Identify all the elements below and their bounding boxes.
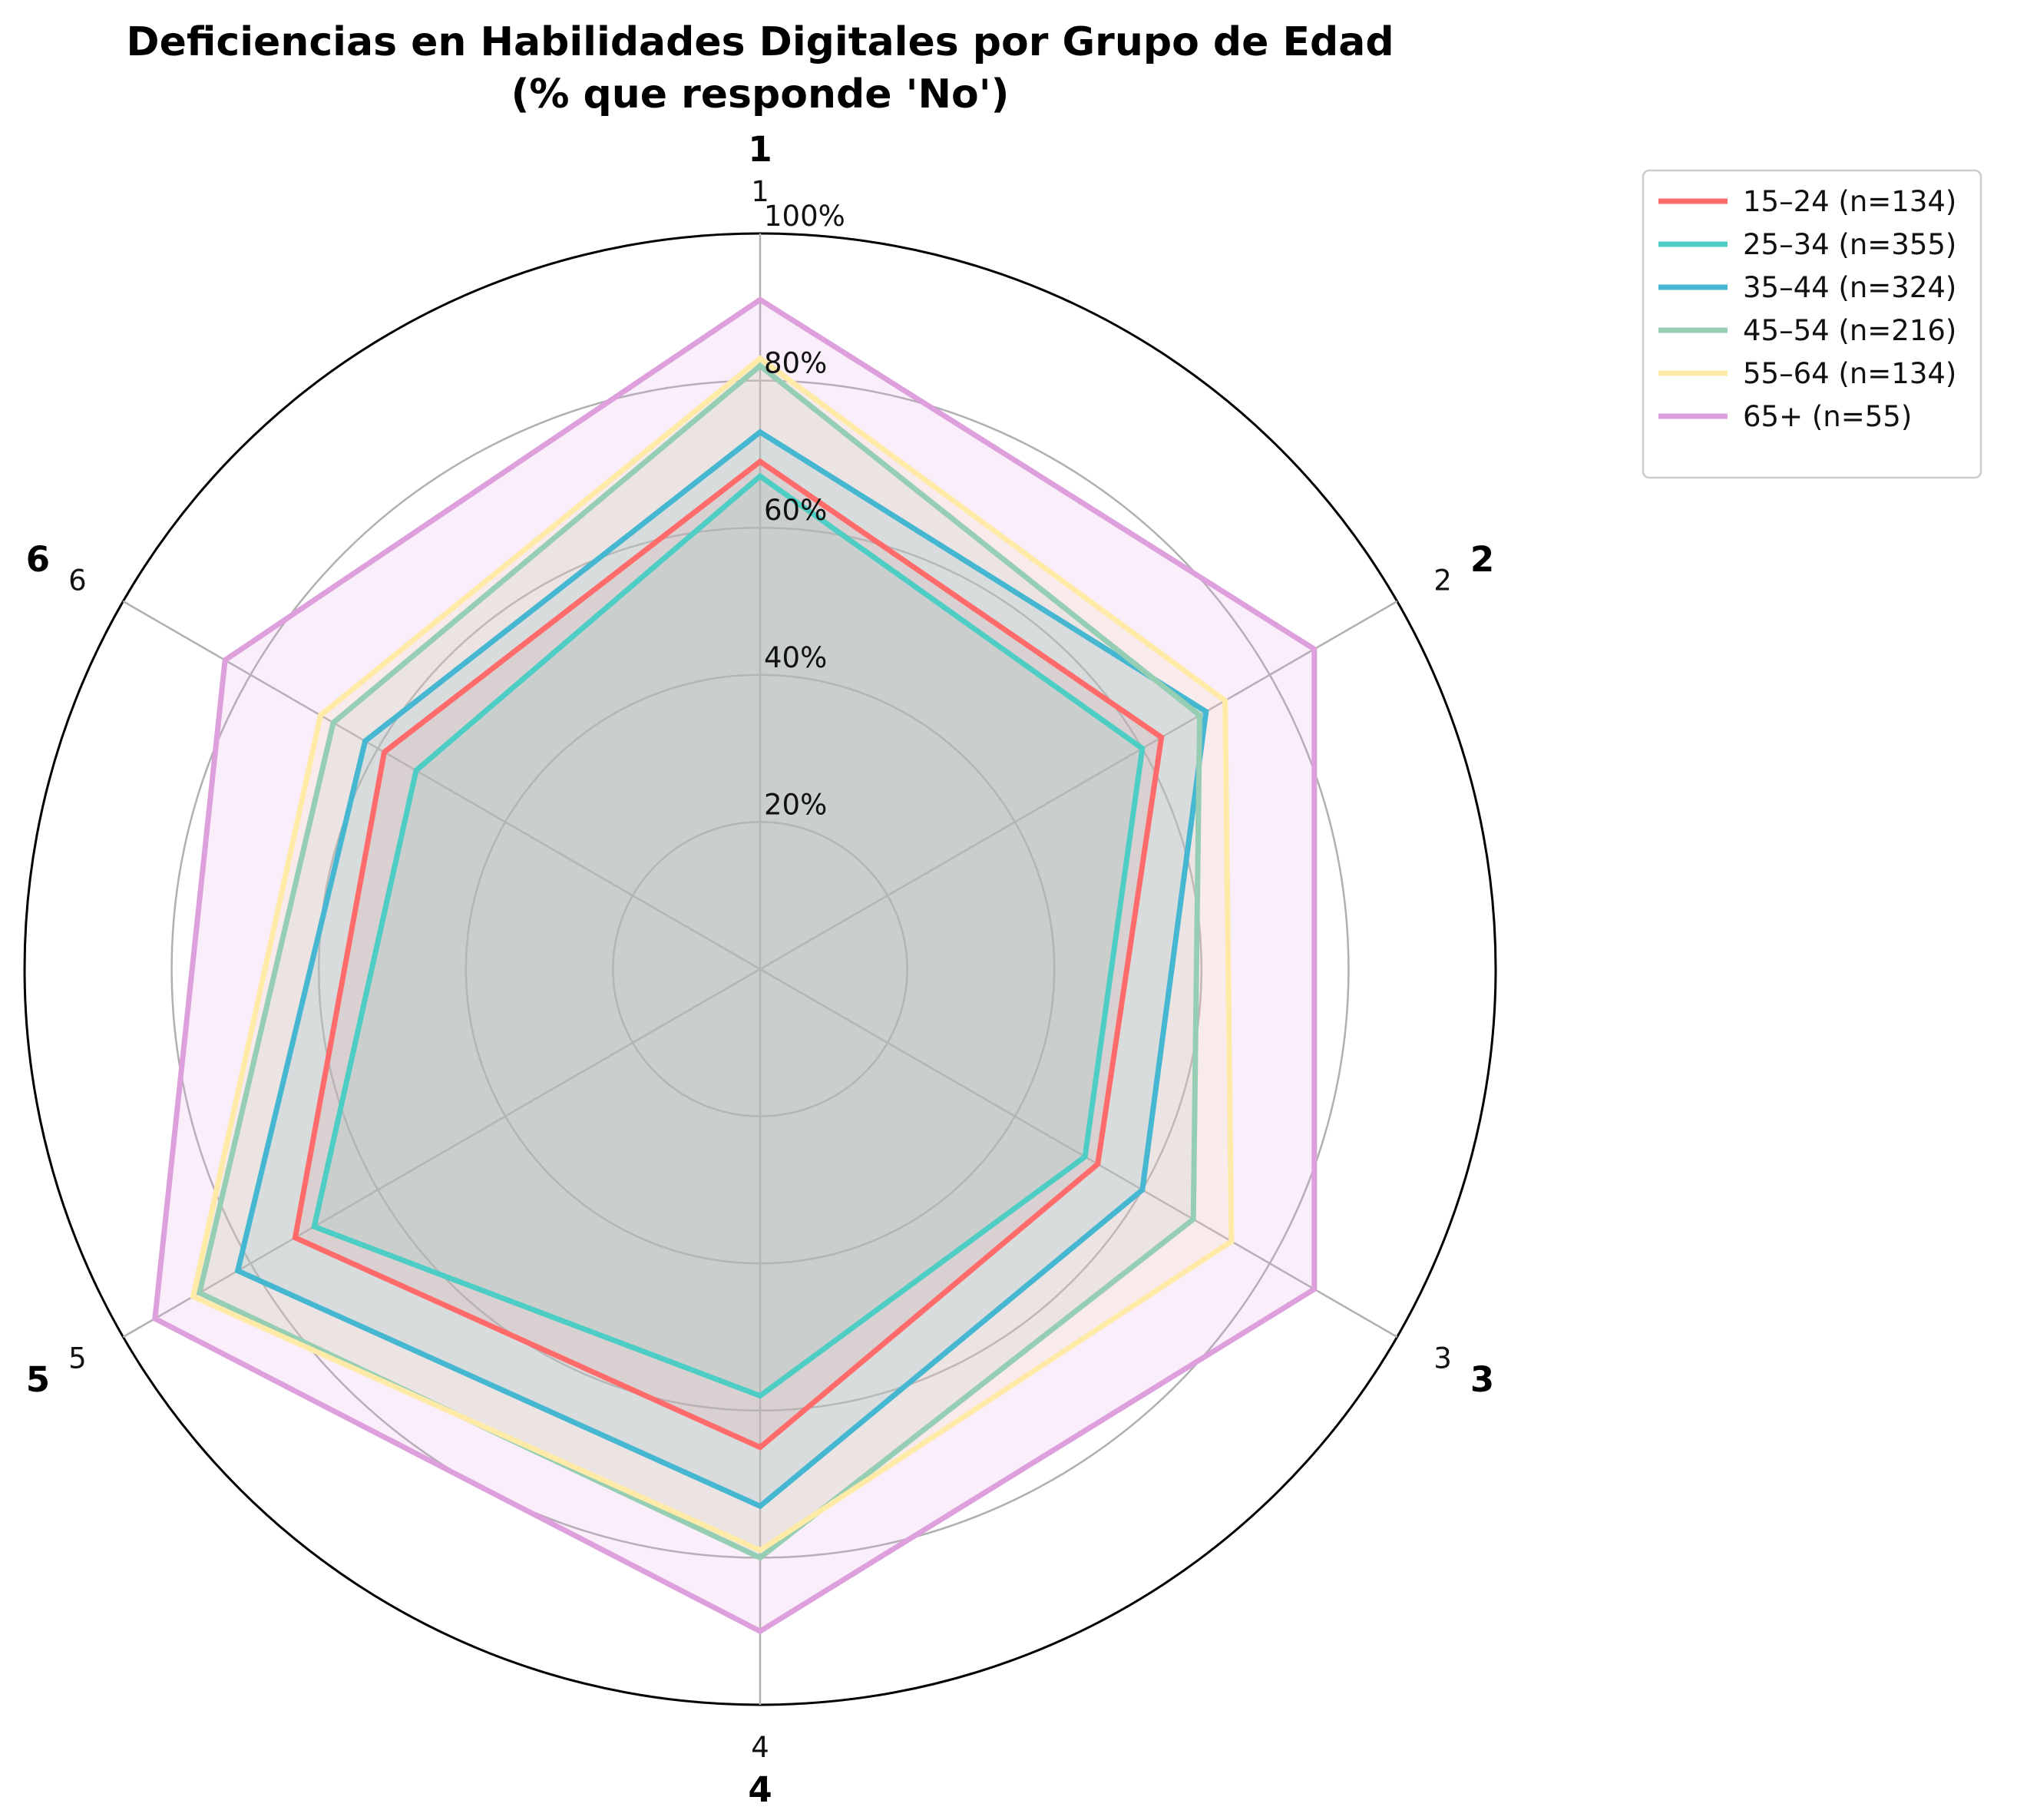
series-line [190,355,1235,1554]
r-tick-label: 40% [764,641,827,674]
series-fill [295,462,1162,1448]
axis-tick-label: 4 [751,1731,769,1764]
legend-entry: 15–24 (n=134) [1743,185,1956,218]
chart-title: Deficiencias en Habilidades Digitales po… [126,19,1394,65]
series-fill [237,432,1206,1507]
radial-tick-labels: 20% 40% 60% 80% 100% [764,200,845,821]
spoke-line [759,600,1398,971]
axis-label: 6 [26,539,50,580]
spoke-line [759,968,1398,1339]
axis-tick-label: 1 [751,175,769,208]
axis-label: 2 [1470,539,1494,580]
spoke-line [122,968,761,1339]
legend-entry: 25–34 (n=355) [1743,228,1956,261]
series-fill [199,366,1200,1558]
series-fill [314,476,1142,1396]
r-tick-label: 80% [764,347,827,380]
legend-entry: 35–44 (n=324) [1743,271,1956,304]
axis-label: 1 [748,129,772,170]
legend: 15–24 (n=134) 25–34 (n=355) 35–44 (n=324) 4… [1642,169,1982,479]
legend-entry: 45–54 (n=216) [1743,314,1956,347]
series-polygons [152,296,1318,1635]
legend-entry: 65+ (n=55) [1743,400,1912,433]
spoke-line [122,600,761,971]
axis-label: 3 [1470,1359,1494,1400]
series-line [292,458,1165,1451]
r-tick-label: 20% [764,788,827,821]
axis-label: 5 [26,1359,50,1400]
legend-frame [1642,169,1982,479]
chart-subtitle: (% que responde 'No') [511,71,1010,117]
axis-label: 4 [748,1769,772,1810]
axis-tick-label: 6 [68,564,87,597]
axis-tick-label: 5 [68,1342,87,1375]
series-fill [193,358,1232,1550]
axis-tick-label: 2 [1433,564,1452,597]
axis-tick-label: 3 [1433,1342,1452,1375]
series-line [234,429,1209,1510]
series-line [152,296,1318,1635]
series-line [311,472,1146,1399]
legend-entry: 55–64 (n=134) [1743,357,1956,390]
r-tick-label: 100% [764,200,845,233]
r-tick-label: 60% [764,494,827,527]
series-line [196,362,1203,1561]
